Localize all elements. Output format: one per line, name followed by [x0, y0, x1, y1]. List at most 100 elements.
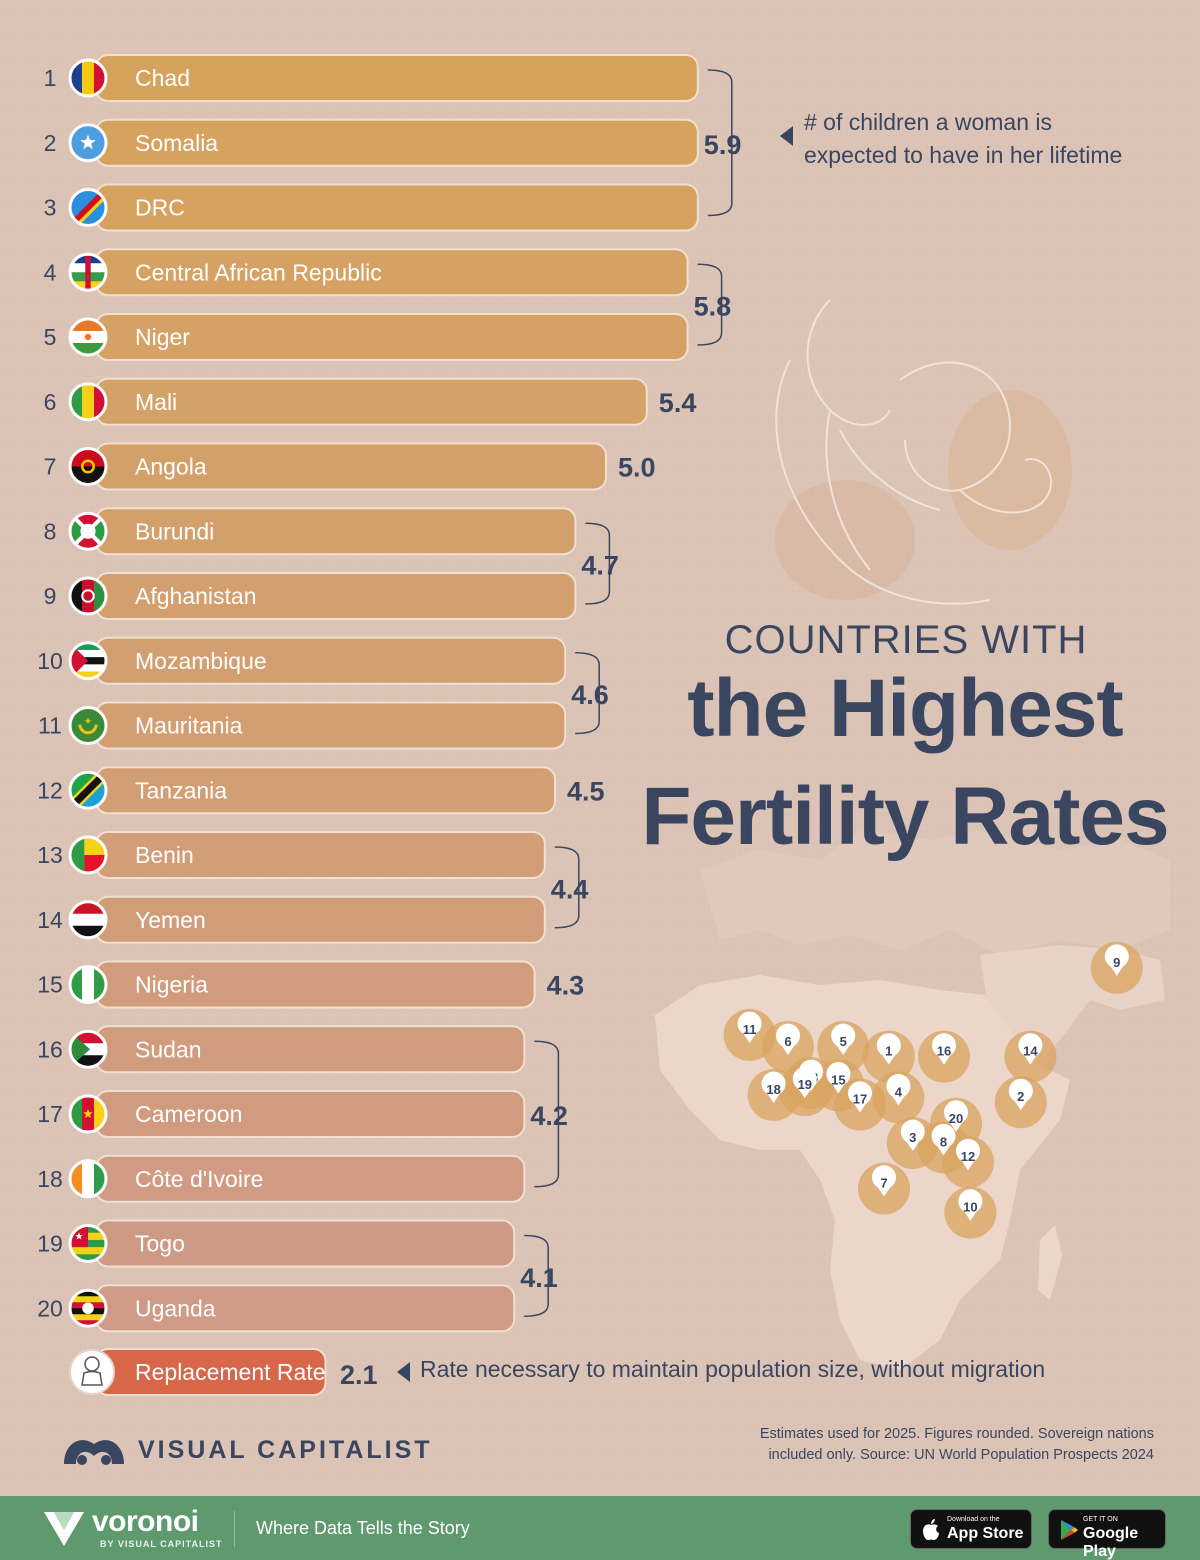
map-marker-label: 15 — [831, 1072, 845, 1087]
rank-label: 11 — [38, 713, 62, 739]
map-marker-label: 6 — [784, 1034, 791, 1049]
bar-row: 18 Côte d'Ivoire — [37, 1154, 526, 1203]
bar-row: 8 Burundi — [44, 507, 577, 556]
map-pin-icon — [932, 1033, 957, 1065]
map-marker-label: 14 — [1023, 1044, 1038, 1059]
map-marker: 15 — [826, 1062, 851, 1094]
bar-row: 17 Cameroon — [37, 1090, 526, 1138]
bar-row: 4 Central African Republic — [44, 248, 689, 297]
app-store-button[interactable]: Download on the App Store — [910, 1509, 1032, 1549]
group-bracket — [554, 846, 580, 929]
map-marker: 14 — [1018, 1033, 1043, 1065]
map-pin-icon — [776, 1023, 801, 1055]
value-label: 5.4 — [659, 388, 697, 418]
map-marker: 17 — [848, 1081, 873, 1113]
rank-label: 1 — [44, 65, 57, 91]
value-label: 5.9 — [704, 130, 742, 160]
map-marker-label: 4 — [895, 1084, 903, 1099]
value-label: 4.6 — [571, 680, 609, 710]
flag-icon — [68, 1224, 108, 1263]
map-pin-icon — [1018, 1033, 1043, 1065]
rank-label: 8 — [44, 518, 57, 544]
bar-row: 3 DRC — [44, 183, 699, 232]
country-label: Mauritania — [135, 713, 243, 739]
source-line-1: Estimates used for 2025. Figures rounded… — [759, 1426, 1154, 1442]
rank-label: 3 — [44, 195, 57, 221]
map-pin-icon — [872, 1165, 897, 1197]
google-play-button[interactable]: GET IT ON Google Play — [1048, 1509, 1166, 1560]
flag-icon — [68, 900, 108, 940]
note-arrow — [780, 126, 793, 146]
flag-icon — [68, 252, 108, 292]
voronoi-wordmark[interactable]: voronoi — [92, 1505, 199, 1538]
group-bracket — [534, 1040, 560, 1188]
flag-icon — [68, 835, 108, 875]
madagascar — [1038, 1225, 1062, 1300]
value-label: 4.7 — [581, 551, 619, 581]
country-label: Niger — [135, 324, 190, 350]
map-marker: 4 — [886, 1074, 911, 1106]
app-store-small-text: Download on the — [947, 1516, 1000, 1523]
country-label: Mali — [135, 389, 177, 415]
rank-label: 14 — [37, 907, 63, 933]
bar-row: 10 Mozambique — [37, 636, 567, 685]
map-marker: 19 — [792, 1066, 817, 1099]
map-pin-icon — [886, 1074, 911, 1106]
map-marker: 12 — [956, 1138, 981, 1171]
voronoi-logo-icon[interactable] — [42, 1508, 86, 1548]
replacement-note: Rate necessary to maintain population si… — [420, 1356, 1046, 1382]
flag-icon — [68, 641, 108, 681]
group-bracket — [585, 522, 611, 605]
value-group: 5.8 — [694, 263, 731, 346]
country-label: Yemen — [135, 907, 206, 933]
country-label: Côte d'Ivoire — [135, 1166, 263, 1192]
rank-label: 10 — [37, 648, 63, 674]
value-group: 4.6 — [571, 652, 609, 735]
value-label: 4.5 — [567, 776, 605, 806]
map-pin-icon — [1008, 1078, 1033, 1111]
map-marker: 5 — [831, 1023, 856, 1055]
children-note-line-2: expected to have in her lifetime — [804, 142, 1123, 168]
children-note: # of children a woman is expected to hav… — [804, 106, 1122, 172]
flag-icon — [68, 382, 108, 422]
map-marker-label: 20 — [949, 1111, 963, 1126]
map-pin-icon — [831, 1023, 856, 1055]
country-label: Chad — [135, 65, 190, 91]
group-bracket — [524, 1234, 549, 1317]
map-marker-label: 16 — [937, 1044, 951, 1059]
country-label: Uganda — [135, 1295, 216, 1321]
map-marker-label: 3 — [909, 1130, 916, 1145]
rank-label: 12 — [37, 777, 63, 803]
map-pin-icon — [958, 1189, 983, 1221]
value-group: 5.4 — [659, 388, 697, 418]
rank-label: 13 — [37, 842, 63, 868]
flag-icon — [68, 511, 108, 551]
baby-icon — [69, 1349, 115, 1395]
flag-icon — [68, 706, 108, 745]
replacement-label: Replacement Rate — [135, 1359, 326, 1385]
flag-icon — [68, 188, 108, 227]
rank-label: 7 — [44, 454, 57, 480]
map-marker-label: 18 — [766, 1082, 780, 1097]
value-label: 4.3 — [547, 971, 585, 1001]
map-marker: 2 — [1008, 1078, 1033, 1111]
map-marker-label: 19 — [798, 1077, 812, 1092]
google-play-text: Google Play — [1083, 1525, 1139, 1560]
value-group: 5.9 — [704, 69, 742, 217]
bar-row: 14 Yemen — [37, 895, 546, 944]
value-group: 4.3 — [547, 971, 585, 1001]
country-label: Central African Republic — [135, 259, 382, 285]
bar-row: 20 Uganda — [37, 1284, 516, 1333]
bar-row: 16 Sudan — [37, 1025, 526, 1074]
rank-label: 4 — [44, 259, 57, 285]
country-label: Burundi — [135, 518, 214, 544]
title-line-2: the Highest — [687, 663, 1123, 754]
rank-label: 18 — [37, 1166, 63, 1192]
map-marker-label: 10 — [963, 1200, 977, 1215]
map-marker-label: 5 — [840, 1034, 847, 1049]
value-group: 4.2 — [530, 1040, 568, 1188]
group-bracket — [707, 69, 733, 217]
bar-row: 19 Togo — [37, 1219, 516, 1268]
rank-label: 19 — [37, 1231, 63, 1257]
value-label: 5.0 — [618, 453, 656, 483]
